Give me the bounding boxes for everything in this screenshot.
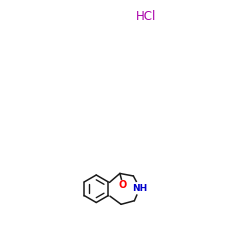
Text: HCl: HCl <box>136 10 156 23</box>
Circle shape <box>118 180 128 190</box>
Text: NH: NH <box>132 184 148 193</box>
Text: O: O <box>119 180 127 190</box>
Circle shape <box>134 182 146 194</box>
